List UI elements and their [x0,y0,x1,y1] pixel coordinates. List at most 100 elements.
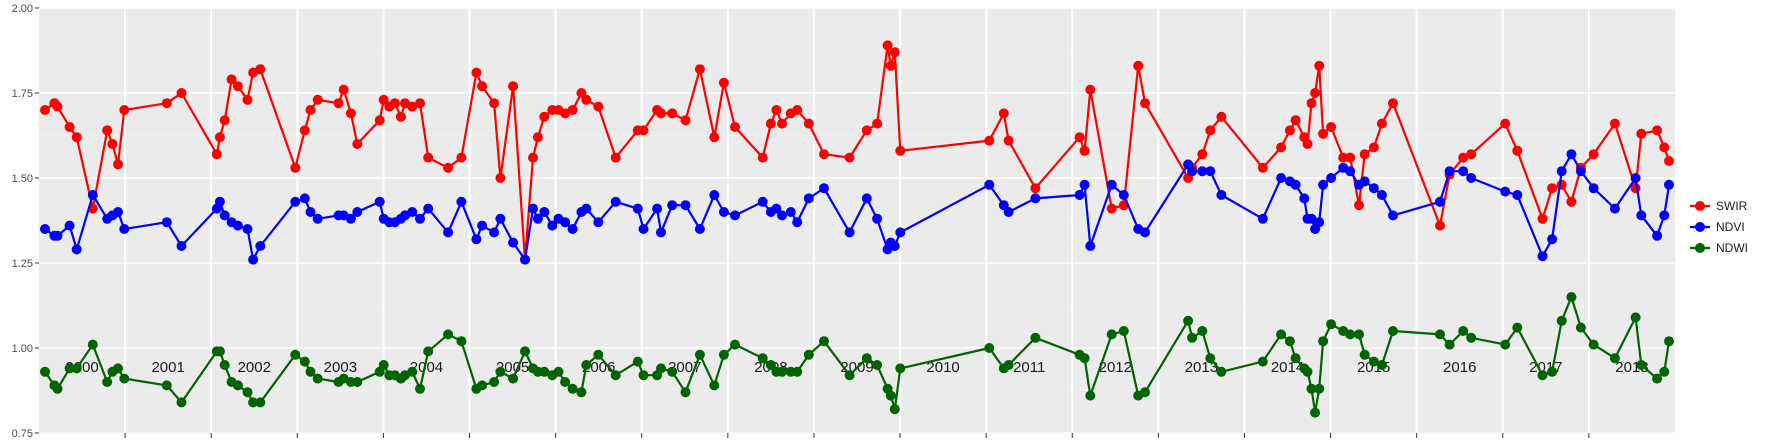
ndwi-point [895,363,906,374]
swir-point [107,139,118,149]
ndwi-point [1652,373,1663,384]
swir-point [1003,135,1014,146]
ndvi-point [1216,190,1227,200]
swir-point [680,115,691,126]
ndvi-point [632,203,643,214]
swir-point [730,122,740,132]
ndwi-point [161,380,172,391]
ndwi-point [290,349,301,360]
ndwi-point [1197,326,1208,336]
swir-point [1106,203,1117,214]
ndwi-point [1609,353,1620,364]
ndwi-point [1290,353,1301,364]
swir-point [338,84,349,95]
swir-point [777,118,787,129]
swir-point [495,173,506,183]
ndvi-point [872,213,883,224]
swir-point [1284,125,1295,136]
ndvi-point [1118,190,1129,200]
ndvi-point [219,210,230,221]
swir-point [539,111,550,122]
ndvi-point [40,224,50,234]
ndvi-point [539,207,550,217]
ndwi-point [632,356,643,367]
ndwi-point [423,346,434,357]
ndwi-point [709,380,720,391]
ndvi-point [1318,179,1329,190]
ndvi-point [1636,210,1647,221]
ndwi-point [553,366,564,377]
ndwi-point [1257,356,1268,367]
ndvi-point [312,213,323,224]
ndwi-point [1205,353,1216,364]
swir-point [211,149,222,160]
ndwi-point [1547,366,1558,377]
ndwi-point [119,373,130,384]
swir-point [1205,125,1216,136]
swir-point [709,132,720,143]
legend-label: SWIR [1716,199,1748,213]
y-tick-label: 0.75 [12,428,33,440]
ndwi-point [757,353,768,364]
ndwi-point [1326,319,1337,330]
ndwi-point [667,366,678,377]
legend-item-swir: SWIR [1690,196,1748,216]
ndwi-point [1575,322,1586,333]
ndwi-point [87,339,98,350]
ndwi-point [113,363,123,374]
swir-point [1085,84,1096,95]
ndwi-point [593,349,604,360]
series [40,40,1674,418]
swir-point [889,47,900,58]
swir-point [1314,60,1325,71]
y-tick-label: 2.00 [12,3,33,15]
ndwi-point [885,390,896,401]
ndwi-point [1556,315,1567,326]
swir-point [885,60,896,71]
legend-label: NDWI [1716,241,1748,255]
swir-point [471,67,482,78]
swir-point [656,108,666,119]
ndvi-point [1079,179,1090,190]
swir-point [407,101,418,112]
ndvi-point [1630,173,1641,183]
ndvi-point [456,196,467,207]
swir-point [819,149,829,160]
swir-point [443,162,454,173]
swir-point [872,118,883,129]
swir-point [71,132,82,143]
ndwi-point [1306,383,1317,394]
swir-point [1338,152,1349,163]
swir-point [667,108,678,119]
ndvi-point [694,224,705,234]
ndvi-point [1566,149,1577,160]
legend-key-point [1695,201,1705,211]
swir-point [1588,149,1599,160]
swir-point [1074,132,1085,143]
ndwi-point [495,366,506,377]
swir-point [113,159,123,170]
swir-point [567,105,578,115]
swir-point [1659,142,1670,153]
ndvi-point [819,183,829,194]
ndvi-point [1588,183,1599,194]
ndvi-point [176,241,187,251]
ndwi-point [1314,383,1325,394]
ndvi-point [1388,210,1398,221]
ndwi-point [1187,332,1198,343]
y-tick-label: 1.50 [12,173,33,185]
ndwi-point [1079,353,1090,364]
swir-point [395,111,406,122]
swir-point [1140,98,1150,109]
ndwi-point [765,360,776,370]
swir-point [803,118,814,129]
ndwi-point [1216,366,1227,377]
swir-point [1345,152,1356,163]
ndwi-point [803,349,814,360]
swir-point [532,132,543,143]
y-tick-label: 1.25 [12,258,33,270]
ndwi-point [656,363,666,374]
year-label: 2002 [238,359,271,376]
swir-point [64,122,75,132]
swir-point [290,162,301,173]
